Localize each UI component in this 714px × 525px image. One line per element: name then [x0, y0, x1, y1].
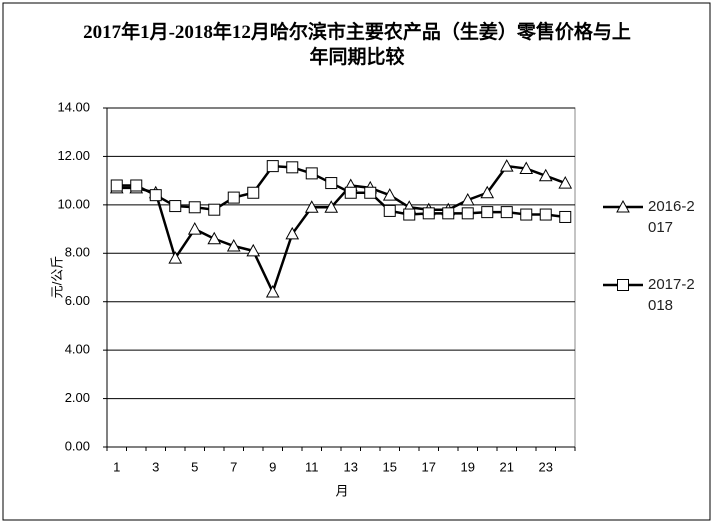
- data-point: [500, 206, 513, 219]
- x-tick-label: 17: [422, 459, 436, 474]
- x-tick-label: 23: [539, 459, 553, 474]
- data-point: [520, 208, 533, 221]
- data-point: [461, 207, 474, 220]
- data-point: [558, 176, 573, 189]
- legend-marker: [617, 279, 629, 291]
- data-point: [286, 161, 299, 174]
- data-point: [305, 167, 318, 180]
- data-point: [208, 203, 221, 216]
- x-tick-label: 3: [152, 459, 159, 474]
- y-tick-label: 6.00: [65, 293, 90, 308]
- data-point: [325, 177, 338, 190]
- y-tick-label: 12.00: [57, 148, 90, 163]
- legend-label: 2016-2017: [648, 198, 695, 236]
- y-axis-label: 元/公斤: [49, 256, 64, 299]
- x-tick-label: 13: [344, 459, 358, 474]
- data-point: [227, 191, 240, 204]
- y-tick-label: 14.00: [57, 99, 90, 114]
- data-point: [442, 207, 455, 220]
- data-point: [499, 159, 514, 172]
- x-tick-label: 9: [269, 459, 276, 474]
- data-point: [382, 188, 397, 201]
- data-point: [344, 186, 357, 199]
- y-tick-label: 10.00: [57, 196, 90, 211]
- x-axis-label: 月: [335, 483, 348, 498]
- data-point: [149, 189, 162, 202]
- y-tick-label: 0.00: [65, 438, 90, 453]
- data-point: [519, 161, 534, 175]
- data-point: [169, 200, 182, 213]
- data-point: [247, 186, 260, 199]
- data-point: [110, 179, 123, 192]
- x-tick-label: 11: [305, 459, 319, 474]
- data-point: [285, 226, 300, 240]
- y-tick-label: 2.00: [65, 390, 90, 405]
- data-point: [265, 284, 280, 298]
- data-point: [266, 160, 279, 173]
- data-point: [383, 204, 396, 217]
- data-point: [324, 200, 339, 213]
- x-tick-label: 15: [383, 459, 397, 474]
- data-point: [480, 185, 495, 199]
- plot-area: [106, 107, 576, 448]
- data-point: [538, 168, 553, 182]
- data-point: [364, 186, 377, 199]
- x-tick-label: 21: [500, 459, 514, 474]
- x-tick-label: 1: [113, 459, 120, 474]
- y-tick-label: 4.00: [65, 342, 90, 357]
- data-point: [168, 251, 183, 264]
- data-point: [226, 238, 241, 252]
- data-point: [559, 210, 572, 223]
- legend-label: 2017-2018: [648, 276, 695, 314]
- data-point: [481, 206, 494, 219]
- data-point: [539, 208, 552, 221]
- legend-marker: [616, 199, 630, 213]
- x-tick-label: 19: [461, 459, 475, 474]
- data-point: [304, 200, 319, 213]
- data-point: [460, 192, 475, 206]
- data-point: [422, 207, 435, 220]
- x-tick-label: 5: [191, 459, 198, 474]
- data-point: [187, 222, 202, 235]
- data-point: [403, 208, 416, 221]
- data-point: [246, 243, 261, 257]
- chart-title: 2017年1月-2018年12月哈尔滨市主要农产品（生姜）零售价格与上年同期比较: [83, 22, 631, 68]
- data-point: [207, 231, 222, 245]
- x-tick-label: 7: [230, 459, 237, 474]
- data-point: [130, 179, 143, 192]
- y-tick-label: 8.00: [65, 245, 90, 260]
- data-point: [188, 201, 201, 214]
